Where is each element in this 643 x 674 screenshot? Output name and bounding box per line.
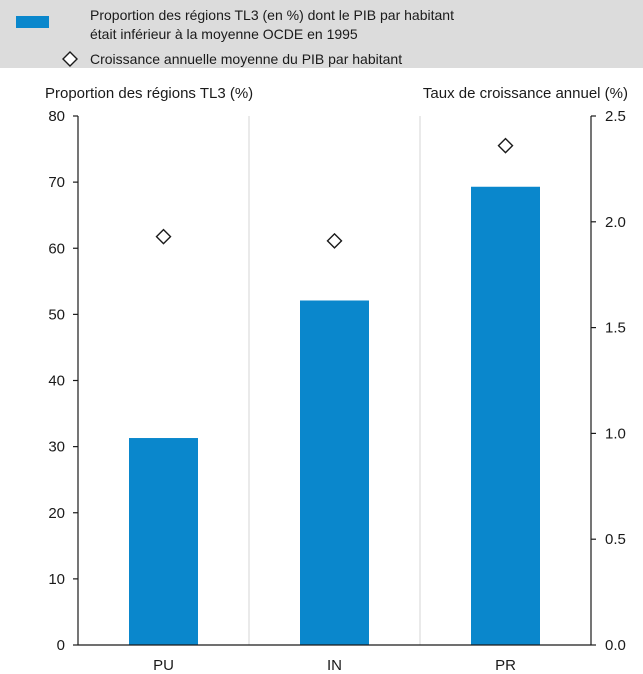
right-tick-label: 0.5 <box>605 531 626 548</box>
legend-marker-label: Croissance annuelle moyenne du PIB par h… <box>90 51 402 67</box>
left-tick-label: 40 <box>48 373 65 390</box>
bar-pr <box>471 186 540 645</box>
grid-layer <box>248 116 421 645</box>
left-tick-label: 70 <box>48 174 65 191</box>
left-axis-title: Proportion des régions TL3 (%) <box>45 85 253 102</box>
legend: Proportion des régions TL3 (en %) dont l… <box>0 0 643 68</box>
axes-layer <box>73 115 596 646</box>
right-tick-label: 2.0 <box>605 214 626 231</box>
right-tick-label: 0.0 <box>605 637 626 654</box>
growth-marker-pr <box>497 137 514 154</box>
left-tick-labels: 0 10 20 30 40 50 60 70 80 <box>48 108 65 654</box>
bar-pu <box>129 438 198 645</box>
x-tick-label: PU <box>153 657 174 674</box>
right-tick-label: 1.5 <box>605 320 626 337</box>
markers-layer <box>155 137 514 249</box>
x-tick-labels: PU IN PR <box>153 657 516 674</box>
right-axis-title: Taux de croissance annuel (%) <box>423 85 628 102</box>
x-tick-label: IN <box>327 657 342 674</box>
growth-marker-in <box>326 232 343 249</box>
right-tick-labels: 0.0 0.5 1.0 1.5 2.0 2.5 <box>605 108 626 654</box>
left-tick-label: 10 <box>48 571 65 588</box>
legend-background <box>0 0 643 68</box>
x-tick-label: PR <box>495 657 516 674</box>
bar-in <box>300 300 369 645</box>
bars-layer <box>129 186 540 645</box>
left-tick-label: 30 <box>48 439 65 456</box>
legend-bar-label-line1: Proportion des régions TL3 (en %) dont l… <box>90 7 454 23</box>
legend-bar-swatch <box>16 16 49 28</box>
legend-bar-label-line2: était inférieur à la moyenne OCDE en 199… <box>90 26 358 42</box>
left-tick-label: 80 <box>48 108 65 125</box>
left-tick-label: 20 <box>48 505 65 522</box>
growth-marker-pu <box>155 228 172 245</box>
left-tick-label: 60 <box>48 240 65 257</box>
left-tick-label: 0 <box>57 637 65 654</box>
legend-diamond-icon <box>62 51 78 67</box>
right-tick-label: 1.0 <box>605 425 626 442</box>
right-tick-label: 2.5 <box>605 108 626 125</box>
left-tick-label: 50 <box>48 306 65 323</box>
